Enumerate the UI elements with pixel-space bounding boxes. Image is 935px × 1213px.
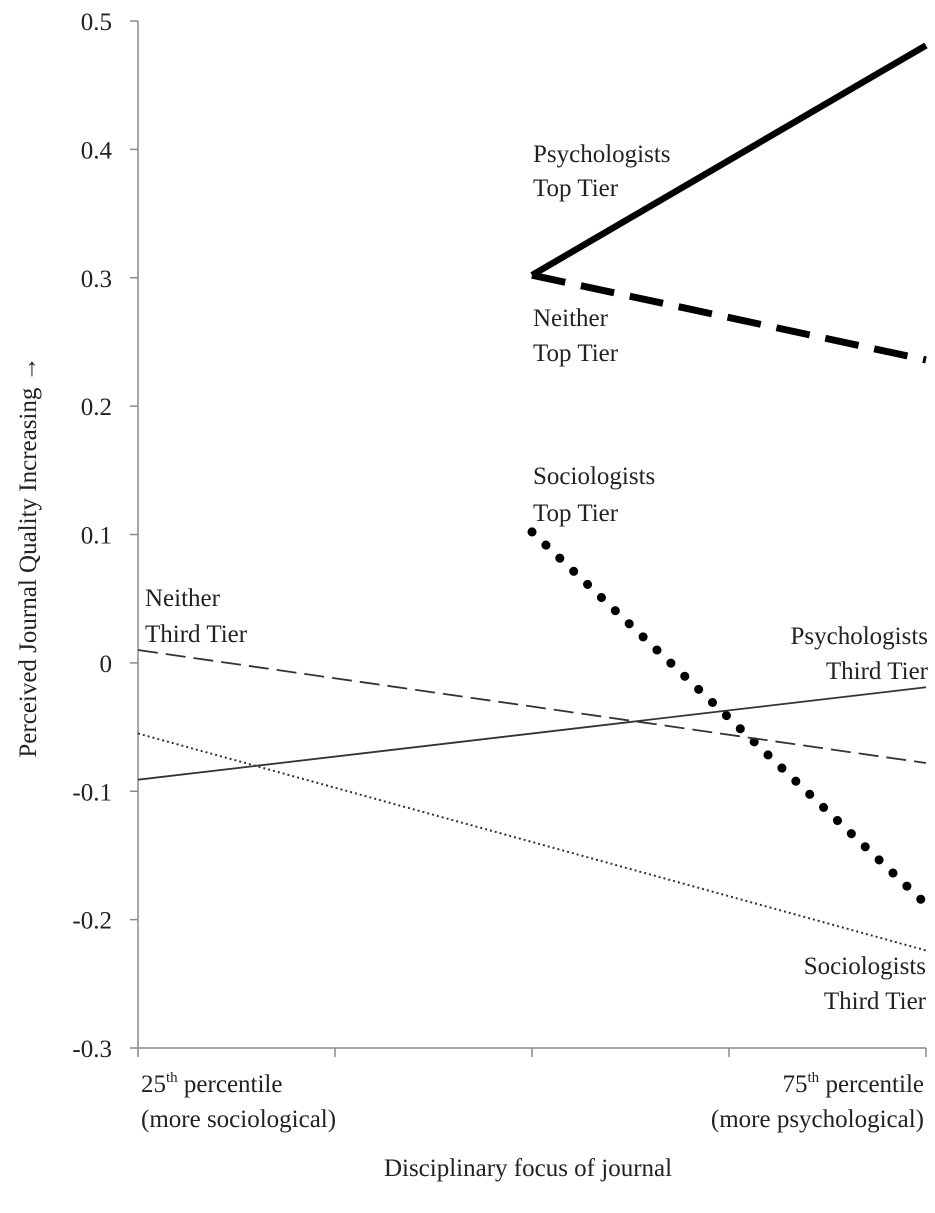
series-label-psych-third: Psychologists <box>790 623 928 650</box>
series-label-psych-top: Psychologists <box>533 141 671 168</box>
series-line-neither-top <box>531 271 927 364</box>
series-label-psych-third: Third Tier <box>826 658 929 685</box>
x-axis-title: Disciplinary focus of journal <box>384 1155 672 1182</box>
x-tick-label-number: 75 <box>783 1071 808 1098</box>
y-axis-title: Perceived Journal Quality Increasing → <box>15 356 42 757</box>
y-tick-label: 0.2 <box>81 394 112 421</box>
series-label-socio-top: Top Tier <box>533 500 619 527</box>
series-label-socio-third: Sociologists <box>804 953 926 980</box>
y-tick-label: -0.2 <box>72 908 112 935</box>
series-label-psych-top: Top Tier <box>533 175 619 202</box>
x-tick-label-suffix: th <box>808 1070 820 1086</box>
x-tick-label-text: percentile <box>819 1071 924 1098</box>
series-label-neither-top: Top Tier <box>533 340 619 367</box>
series-label-socio-third: Third Tier <box>824 988 927 1015</box>
series-label-socio-top: Sociologists <box>533 463 655 490</box>
series-lines <box>137 42 931 952</box>
y-tick-label: 0.4 <box>81 137 113 164</box>
x-tick-label-number: 25 <box>141 1071 166 1098</box>
y-tick-label: 0.1 <box>81 523 112 550</box>
series-labels: Psychologists Top Tier Neither Top Tier Soci… <box>145 141 929 1015</box>
series-line-neither-third <box>137 649 927 764</box>
series-line-socio-top <box>527 527 931 909</box>
series-label-neither-top: Neither <box>533 305 609 332</box>
series-line-psych-third <box>137 686 927 781</box>
series-label-neither-third: Third Tier <box>145 621 248 648</box>
x-tick-label-suffix: th <box>166 1070 178 1086</box>
series-line-psych-top <box>530 42 928 278</box>
y-tick-label: 0 <box>100 651 113 678</box>
x-tick-label-line2: (more psychological) <box>711 1106 924 1133</box>
y-tick-label: 0.3 <box>81 266 112 293</box>
x-tick-label-text: percentile <box>178 1071 283 1098</box>
series-line-socio-third <box>137 732 927 952</box>
y-tick-label: 0.5 <box>81 9 112 36</box>
series-label-neither-third: Neither <box>145 585 221 612</box>
y-tick-label: -0.3 <box>72 1036 112 1063</box>
x-tick-label: 75th percentile <box>783 1070 924 1098</box>
x-tick-label-line2: (more sociological) <box>141 1106 336 1133</box>
x-tick-label: 25th percentile <box>141 1070 282 1098</box>
y-tick-label: -0.1 <box>72 779 112 806</box>
